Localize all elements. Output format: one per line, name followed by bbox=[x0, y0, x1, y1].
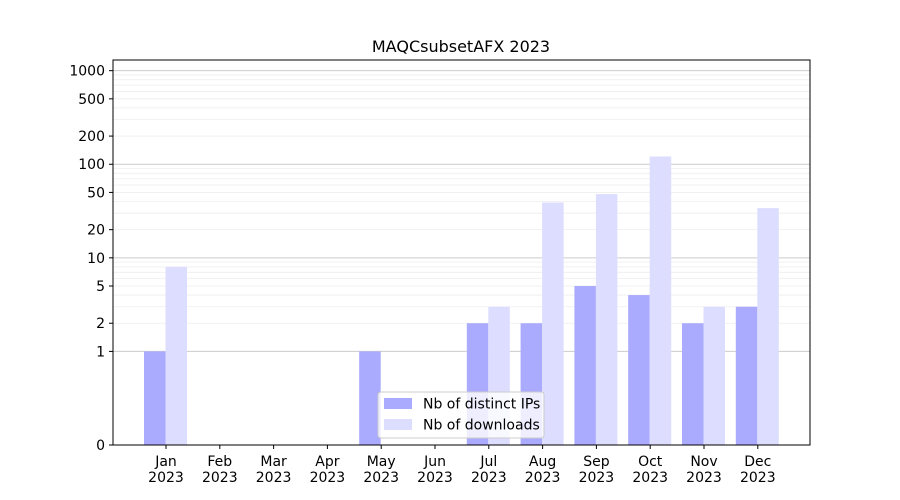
bar-downloads-12 bbox=[757, 208, 779, 445]
y-tick-label: 0 bbox=[96, 438, 105, 454]
x-tick-label: Mar 2023 bbox=[256, 454, 292, 486]
legend-swatch-ips bbox=[384, 398, 412, 409]
x-tick-label: Jul 2023 bbox=[471, 454, 507, 486]
y-tick-label: 10 bbox=[87, 251, 105, 267]
y-tick-label: 200 bbox=[78, 129, 105, 145]
y-tick-label: 50 bbox=[87, 185, 105, 201]
x-tick-label: Jan 2023 bbox=[148, 454, 184, 486]
bar-distinct-ips-12 bbox=[735, 306, 758, 445]
bar-distinct-ips-5 bbox=[359, 351, 381, 445]
legend: Nb of distinct IPs Nb of downloads bbox=[377, 391, 545, 439]
x-tick-label: Dec 2023 bbox=[740, 454, 776, 486]
bar-distinct-ips-1 bbox=[144, 351, 166, 445]
bar-downloads-11 bbox=[703, 306, 725, 445]
legend-swatch-downloads bbox=[384, 419, 412, 430]
legend-label-downloads: Nb of downloads bbox=[423, 418, 540, 434]
y-tick-label: 20 bbox=[87, 223, 105, 239]
legend-label-ips: Nb of distinct IPs bbox=[423, 397, 540, 413]
bar-downloads-1 bbox=[165, 266, 187, 445]
x-tick-label: Nov 2023 bbox=[686, 454, 722, 486]
bars bbox=[144, 156, 779, 446]
y-tick-label: 1 bbox=[96, 344, 105, 360]
bar-distinct-ips-10 bbox=[628, 295, 650, 445]
bar-downloads-8 bbox=[542, 202, 564, 445]
x-tick-label: Jun 2023 bbox=[417, 454, 453, 486]
x-tick-label: Apr 2023 bbox=[310, 454, 346, 486]
legend-box bbox=[377, 391, 545, 439]
y-tick-label: 1000 bbox=[69, 64, 105, 80]
y-tick-label: 2 bbox=[96, 316, 105, 332]
x-tick-label: Feb 2023 bbox=[202, 454, 238, 486]
chart-title: MAQCsubsetAFX 2023 bbox=[372, 37, 550, 56]
bar-distinct-ips-11 bbox=[682, 323, 704, 445]
x-tick-label: Oct 2023 bbox=[632, 454, 668, 486]
x-tick-label: May 2023 bbox=[363, 454, 399, 486]
x-axis: Jan 2023 Feb 2023 Mar 2023 Apr 2023 May 2023 Jun 20… bbox=[148, 445, 776, 486]
bar-downloads-10 bbox=[649, 156, 672, 446]
plot-frame bbox=[112, 59, 811, 446]
bar-distinct-ips-9 bbox=[574, 286, 596, 445]
y-tick-label: 5 bbox=[96, 279, 105, 295]
x-tick-label: Sep 2023 bbox=[579, 454, 615, 486]
y-axis: 0 1 2 5 10 20 50 100 200 500 1000 bbox=[69, 64, 113, 454]
y-tick-label: 500 bbox=[78, 92, 105, 108]
x-tick-label: Aug 2023 bbox=[525, 454, 561, 486]
bar-downloads-9 bbox=[595, 194, 618, 445]
grid-lines bbox=[113, 70, 810, 352]
y-tick-label: 100 bbox=[78, 157, 105, 173]
